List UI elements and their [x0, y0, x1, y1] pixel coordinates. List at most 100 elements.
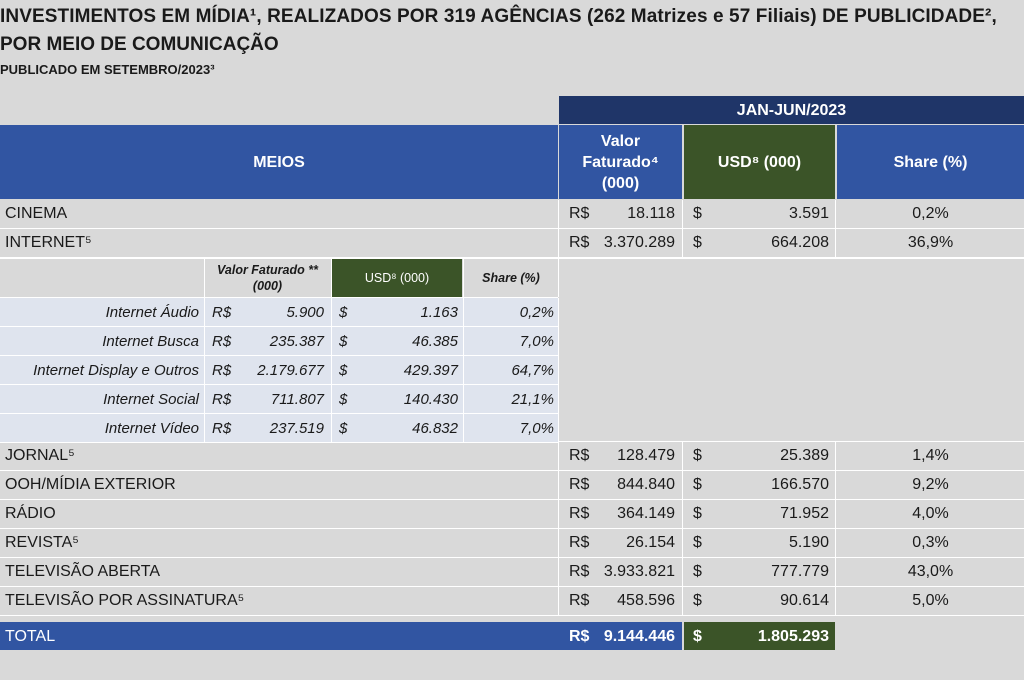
sub-usd-symbol: $: [339, 332, 348, 350]
row-divider: [0, 615, 1024, 616]
row-divider: [0, 442, 558, 443]
sub-usd-value: 140.430: [403, 390, 458, 408]
row-label: INTERNET⁵: [5, 234, 92, 251]
usd-header: USD⁸ (000): [684, 125, 835, 199]
sub-brl-symbol: R$: [212, 361, 232, 379]
sub-brl-value: 235.387: [269, 332, 324, 350]
column-divider: [682, 558, 683, 587]
row-divider: [0, 557, 1024, 558]
sub-row-background: [0, 385, 558, 413]
column-divider: [331, 259, 332, 297]
page-title: INVESTIMENTOS EM MÍDIA¹, REALIZADOS POR …: [0, 6, 997, 27]
column-divider: [463, 298, 464, 327]
row-divider: [0, 228, 1024, 229]
sub-usd-header: USD⁸ (000): [332, 259, 462, 297]
usd-label: USD⁸ (000): [717, 153, 802, 171]
sub-brl-symbol: R$: [212, 332, 232, 350]
brl-symbol: R$: [569, 592, 590, 609]
row-label: TELEVISÃO ABERTA: [5, 563, 161, 580]
column-divider: [558, 327, 559, 356]
usd-symbol: $: [693, 534, 702, 551]
column-divider: [558, 471, 559, 500]
column-divider: [835, 587, 836, 616]
usd-symbol: $: [693, 505, 702, 522]
meios-label: MEIOS: [253, 153, 305, 171]
column-divider: [835, 558, 836, 587]
row-label: REVISTA⁵: [5, 534, 79, 551]
sub-valor-unit: (000): [252, 279, 283, 293]
sub-valor-header: Valor Faturado ** (000): [205, 259, 330, 297]
usd-symbol: $: [693, 563, 702, 580]
usd-symbol: $: [693, 234, 702, 251]
column-divider: [558, 558, 559, 587]
row-divider: [0, 413, 558, 414]
sub-valor-label: Valor Faturado **: [217, 263, 318, 277]
total-label: TOTAL: [5, 627, 56, 645]
usd-value: 25.389: [780, 447, 829, 464]
brl-value: 128.479: [617, 447, 675, 464]
column-divider: [682, 587, 683, 616]
column-divider: [463, 356, 464, 385]
usd-value: 90.614: [780, 592, 829, 609]
sub-brl-value: 2.179.677: [257, 361, 324, 379]
row-divider: [0, 528, 1024, 529]
share-label: Share (%): [893, 153, 968, 171]
page-subtitle: PUBLICADO EM SETEMBRO/2023³: [0, 62, 215, 77]
period-header: JAN-JUN/2023: [559, 96, 1024, 124]
usd-value: 777.779: [771, 563, 829, 580]
brl-symbol: R$: [569, 234, 590, 251]
brl-symbol: R$: [569, 505, 590, 522]
column-divider: [682, 529, 683, 558]
sub-brl-symbol: R$: [212, 419, 232, 437]
column-divider: [463, 259, 464, 297]
row-label: TELEVISÃO POR ASSINATURA⁵: [5, 592, 245, 609]
column-divider: [558, 587, 559, 616]
usd-value: 664.208: [771, 234, 829, 251]
sub-usd-value: 429.397: [403, 361, 458, 379]
column-divider: [682, 442, 683, 471]
share-value: 0,3%: [912, 534, 949, 551]
column-divider: [331, 356, 332, 385]
row-label: OOH/MÍDIA EXTERIOR: [5, 476, 176, 493]
column-divider: [463, 414, 464, 443]
sub-usd-label: USD⁸ (000): [364, 271, 430, 285]
row-label: JORNAL⁵: [5, 447, 75, 464]
total-usd-value: 1.805.293: [757, 627, 829, 645]
column-divider: [331, 385, 332, 414]
usd-symbol: $: [693, 476, 702, 493]
column-divider: [204, 327, 205, 356]
column-divider: [558, 298, 559, 327]
brl-value: 458.596: [617, 592, 675, 609]
total-usd-symbol: $: [693, 627, 702, 645]
column-divider: [558, 500, 559, 529]
column-divider: [682, 200, 683, 229]
column-divider: [558, 385, 559, 414]
column-divider: [682, 471, 683, 500]
total-brl-value: 9.144.446: [603, 627, 675, 645]
usd-symbol: $: [693, 447, 702, 464]
sub-row-label: Internet Social: [103, 390, 199, 408]
sub-usd-symbol: $: [339, 361, 348, 379]
brl-symbol: R$: [569, 534, 590, 551]
sub-row-label: Internet Busca: [102, 332, 199, 350]
row-divider: [0, 586, 1024, 587]
share-value: 0,2%: [912, 205, 949, 222]
usd-symbol: $: [693, 205, 702, 222]
row-divider: [0, 257, 1024, 258]
sub-usd-value: 1.163: [420, 303, 458, 321]
column-divider: [331, 414, 332, 443]
sub-share-value: 7,0%: [519, 419, 554, 437]
share-value: 43,0%: [907, 563, 954, 580]
valor-label-3: (000): [601, 174, 640, 192]
sub-share-value: 7,0%: [519, 332, 554, 350]
valor-label-2: Faturado⁴: [582, 153, 659, 171]
brl-value: 3.370.289: [603, 234, 675, 251]
sub-usd-symbol: $: [339, 303, 348, 321]
sub-row-background: [0, 327, 558, 355]
column-divider: [558, 229, 559, 258]
column-divider: [558, 259, 559, 297]
sub-usd-symbol: $: [339, 419, 348, 437]
row-divider: [0, 258, 1024, 259]
brl-value: 26.154: [626, 534, 675, 551]
brl-value: 364.149: [617, 505, 675, 522]
